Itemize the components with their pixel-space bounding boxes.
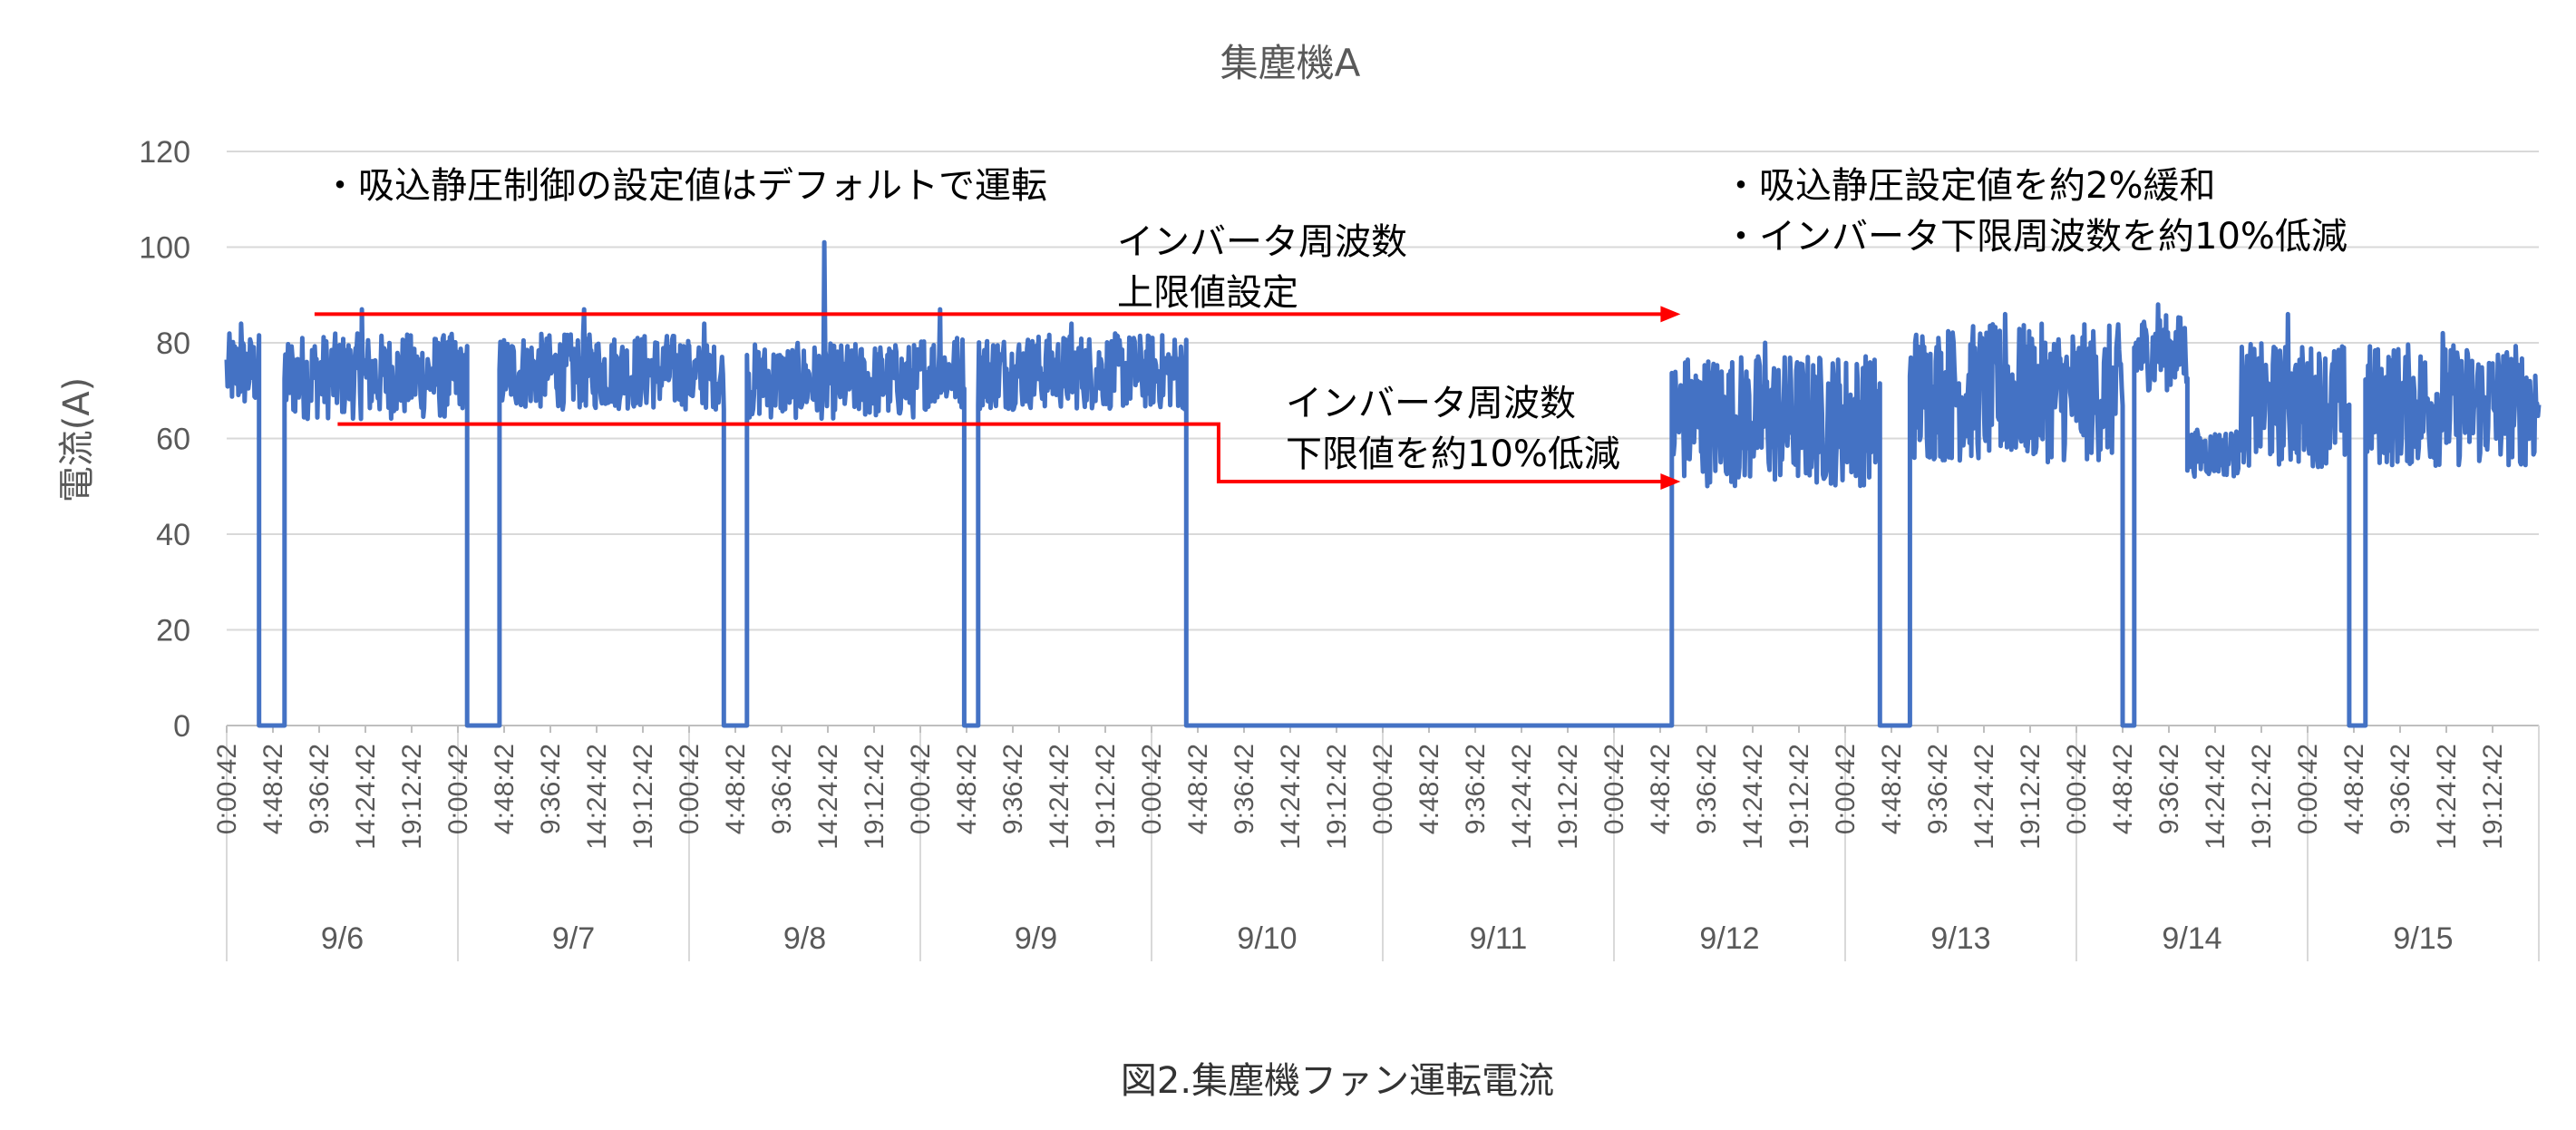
series-current <box>224 239 2542 728</box>
y-tick-label: 80 <box>156 326 190 361</box>
x-tick-label: 0:00:42 <box>212 744 242 834</box>
x-tick-label: 9:36:42 <box>2386 744 2416 834</box>
x-tick-label: 9:36:42 <box>1461 744 1491 834</box>
x-tick-label: 19:12:42 <box>1091 744 1121 850</box>
x-tick-label: 9:36:42 <box>1692 744 1722 834</box>
day-label: 9/6 <box>321 921 364 956</box>
annotation-text: ・インバータ下限周波数を約10%低減 <box>1723 216 2348 258</box>
x-tick-label: 19:12:42 <box>860 744 889 850</box>
x-tick-label: 4:48:42 <box>721 744 751 834</box>
annotation-text: インバータ周波数 <box>1117 221 1407 263</box>
x-tick-label: 4:48:42 <box>490 744 520 834</box>
y-tick-labels: 0 20 40 60 80 100 120 <box>139 135 190 744</box>
x-tick-label: 14:24:42 <box>582 744 612 850</box>
x-tick-label: 14:24:42 <box>1969 744 1999 850</box>
y-tick-label: 20 <box>156 614 190 648</box>
y-tick-label: 0 <box>173 709 190 744</box>
x-tick-label: 14:24:42 <box>1045 744 1074 850</box>
x-tick-label: 14:24:42 <box>1276 744 1306 850</box>
y-tick-label: 100 <box>139 231 190 266</box>
annotation-text: 下限値を約10%低減 <box>1286 433 1620 475</box>
annotations: ・吸込静圧制御の設定値はデフォルトで運転インバータ周波数上限値設定インバータ周波… <box>322 165 2348 475</box>
day-label: 9/9 <box>1015 921 1057 956</box>
upper-limit-arrowhead <box>1660 306 1681 323</box>
x-tick-label: 4:48:42 <box>952 744 982 834</box>
day-label: 9/15 <box>2393 921 2453 956</box>
x-tick-label: 14:24:42 <box>2432 744 2462 850</box>
x-tick-label: 0:00:42 <box>1368 744 1398 834</box>
y-tick-label: 120 <box>139 135 190 170</box>
x-tick-label: 4:48:42 <box>1183 744 1213 834</box>
day-label: 9/8 <box>783 921 826 956</box>
series-line <box>224 239 2542 728</box>
x-tick-label: 0:00:42 <box>1137 744 1167 834</box>
annotation-text: 上限値設定 <box>1117 272 1298 314</box>
x-tick-label: 14:24:42 <box>813 744 843 850</box>
day-label: 9/14 <box>2162 921 2221 956</box>
y-axis-label: 電流(A) <box>56 377 98 503</box>
lower-limit-arrow <box>337 422 1663 483</box>
x-tick-label: 9:36:42 <box>2154 744 2184 834</box>
x-tick-label: 19:12:42 <box>2247 744 2277 850</box>
x-tick-label: 0:00:42 <box>675 744 705 834</box>
x-tick-label: 0:00:42 <box>1599 744 1629 834</box>
x-tick-label: 19:12:42 <box>2478 744 2508 850</box>
x-tick-label: 14:24:42 <box>1738 744 1768 850</box>
x-tick-label: 0:00:42 <box>443 744 473 834</box>
x-tick-label: 14:24:42 <box>351 744 381 850</box>
x-tick-label: 19:12:42 <box>2016 744 2046 850</box>
x-tick-label: 4:48:42 <box>2339 744 2369 834</box>
x-tick-label: 9:36:42 <box>1923 744 1953 834</box>
x-tick-label: 9:36:42 <box>767 744 797 834</box>
x-tick-label: 19:12:42 <box>1553 744 1583 850</box>
annotation-text: ・吸込静圧設定値を約2%緩和 <box>1723 165 2215 207</box>
x-tick-label: 0:00:42 <box>2293 744 2323 834</box>
x-tick-label: 4:48:42 <box>1877 744 1907 834</box>
day-label: 9/11 <box>1470 921 1528 956</box>
chart-title: 集塵機A <box>1220 41 1361 85</box>
x-tick-label: 19:12:42 <box>397 744 427 850</box>
x-tick-label: 0:00:42 <box>2062 744 2092 834</box>
day-label: 9/12 <box>1699 921 1759 956</box>
annotation-text: インバータ周波数 <box>1286 383 1576 424</box>
x-tick-label: 4:48:42 <box>2108 744 2138 834</box>
x-tick-label: 9:36:42 <box>305 744 335 834</box>
day-label: 9/7 <box>552 921 595 956</box>
lower-limit-arrowhead <box>1660 472 1681 490</box>
day-label: 9/10 <box>1237 921 1297 956</box>
figure-caption: 図2.集塵機ファン運転電流 <box>1121 1060 1554 1102</box>
x-tick-label: 4:48:42 <box>1646 744 1676 834</box>
y-tick-label: 60 <box>156 423 190 457</box>
annotation-text: ・吸込静圧制御の設定値はデフォルトで運転 <box>322 165 1047 207</box>
x-tick-label: 9:36:42 <box>1230 744 1259 834</box>
x-tick-label: 14:24:42 <box>2201 744 2231 850</box>
x-tick-label: 0:00:42 <box>906 744 936 834</box>
day-label: 9/13 <box>1930 921 1990 956</box>
x-tick-label: 4:48:42 <box>1414 744 1444 834</box>
x-tick-label: 0:00:42 <box>1831 744 1861 834</box>
x-axis: 0:00:42 4:48:42 9:36:42 14:24:42 19:12:42 9/6… <box>212 725 2540 961</box>
x-tick-label: 14:24:42 <box>1507 744 1537 850</box>
y-tick-label: 40 <box>156 518 190 552</box>
x-tick-label: 9:36:42 <box>536 744 566 834</box>
x-tick-label: 9:36:42 <box>998 744 1028 834</box>
x-tick-label: 19:12:42 <box>1784 744 1814 850</box>
annotation-arrows <box>314 306 1681 490</box>
x-tick-label: 19:12:42 <box>1322 744 1352 850</box>
x-tick-label: 4:48:42 <box>258 744 288 834</box>
x-tick-label: 19:12:42 <box>628 744 658 850</box>
